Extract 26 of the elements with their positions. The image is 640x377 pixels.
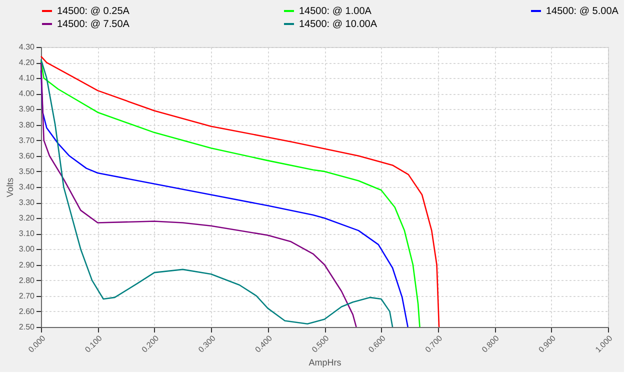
y-tick-label: 3.60: [18, 151, 36, 160]
y-tick-label: 2.70: [18, 291, 36, 300]
y-tick-label: 3.00: [18, 244, 36, 254]
x-axis-title: AmpHrs: [308, 357, 342, 368]
y-tick-label: 3.30: [18, 198, 36, 208]
legend-label: 14500: @ 1.00A: [299, 6, 372, 17]
y-tick-label: 4.10: [18, 74, 36, 83]
legend-label: 14500: @ 0.25A: [57, 6, 130, 17]
y-tick-label: 3.70: [18, 136, 36, 145]
y-tick-label: 3.10: [18, 229, 36, 238]
y-tick-label: 2.50: [18, 322, 36, 332]
y-tick-label: 3.80: [18, 120, 36, 130]
y-tick-label: 2.60: [18, 306, 36, 316]
y-tick-label: 3.50: [18, 166, 36, 176]
legend-label: 14500: @ 5.00A: [546, 6, 619, 17]
legend-label: 14500: @ 7.50A: [57, 19, 130, 30]
y-tick-label: 4.20: [18, 58, 36, 68]
y-axis-title: Volts: [4, 177, 15, 198]
y-tick-label: 2.80: [18, 276, 36, 285]
y-tick-label: 3.90: [18, 104, 36, 114]
legend-label: 14500: @ 10.00A: [299, 19, 378, 30]
y-tick-label: 4.30: [18, 42, 36, 52]
y-tick-label: 2.90: [18, 260, 36, 270]
y-tick-label: 3.40: [18, 182, 36, 192]
y-tick-label: 3.20: [18, 214, 36, 223]
y-tick-label: 4.00: [18, 89, 36, 98]
